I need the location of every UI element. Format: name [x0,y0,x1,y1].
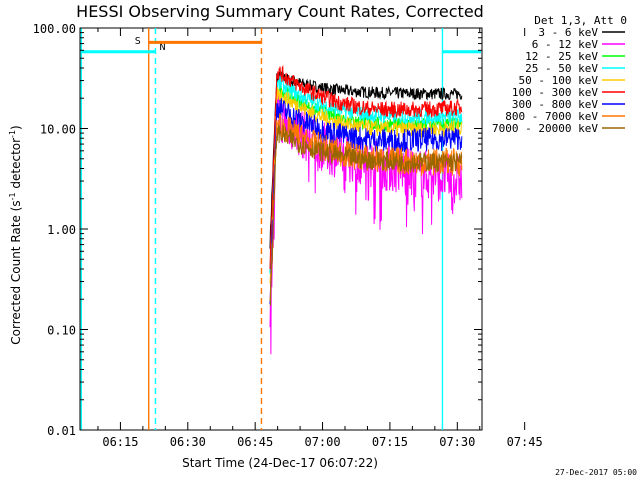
y-axis-title-exp1: -1 [8,192,17,200]
series-line [269,124,463,307]
y-axis-title: Corrected Count Rate (s-1 detector-1) [8,125,23,344]
marker-label: N [159,42,165,53]
legend-label: 6 - 12 keV [532,38,599,51]
legend-label: 300 - 800 keV [512,98,598,111]
legend-header: Det 1,3, Att 0 [534,14,627,27]
footer-date: 27-Dec-2017 05:00 [555,468,637,477]
x-tick-label: 06:45 [237,435,273,449]
y-axis-title-main: Corrected Count Rate (s [9,200,23,344]
legend-label: 50 - 100 keV [519,74,599,87]
x-tick-label: 07:45 [507,435,543,449]
legend-label: 800 - 7000 keV [505,110,598,123]
series-line [269,98,463,305]
y-tick-label: 0.01 [47,424,76,438]
y-tick-label: 0.10 [47,324,76,338]
y-tick-label: 1.00 [47,223,76,237]
y-tick-label: 100.00 [33,22,76,36]
x-tick-label: 06:30 [170,435,206,449]
series-line [269,65,463,270]
x-tick-label: 07:00 [304,435,340,449]
legend-label: 25 - 50 keV [525,62,598,75]
legend-label: 3 - 6 keV [538,26,598,39]
y-tick-label: 10.00 [40,123,76,137]
x-tick-label: 06:15 [102,435,138,449]
series-line [269,93,463,355]
axes: 100.00 10.00 1.00 0.10 0.01 06:15 06:30 06:45 07… [33,22,543,449]
y-axis-title-exp2: -1 [8,130,17,138]
legend-label: 7000 - 20000 keV [492,122,598,135]
x-tick-label: 07:30 [439,435,475,449]
x-tick-label: 07:15 [372,435,408,449]
legend-label: 12 - 25 keV [525,50,598,63]
y-axis-title-end: ) [9,125,23,130]
series-lines [269,65,463,355]
y-axis-title-mid: detector [9,138,23,193]
x-axis-title: Start Time (24-Dec-17 06:07:22) [182,456,378,470]
chart-title: HESSI Observing Summary Count Rates, Cor… [76,2,484,21]
marker-label: S [135,36,141,47]
legend-label: 100 - 300 keV [512,86,598,99]
